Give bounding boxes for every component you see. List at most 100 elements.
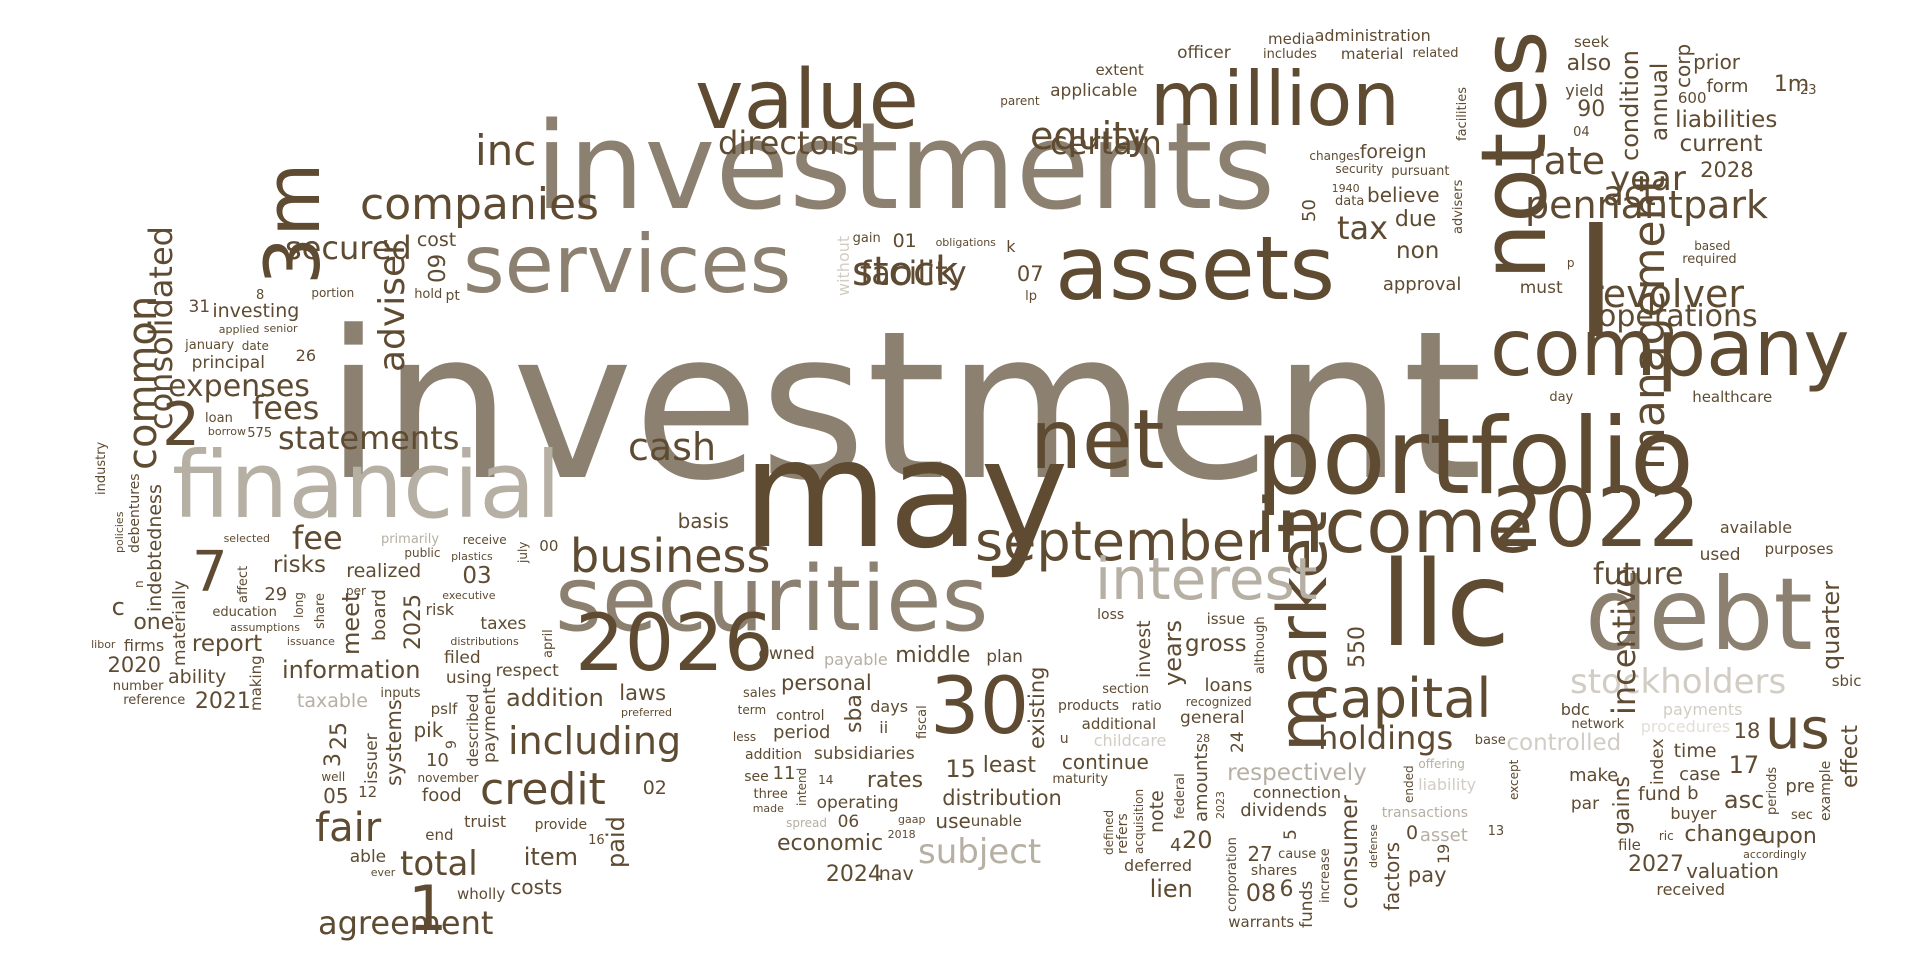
word-per: per — [346, 583, 366, 598]
word-received: received — [1656, 879, 1725, 899]
word-stock: stock — [852, 249, 959, 295]
word-consolidated: consolidated — [142, 226, 180, 430]
word-risks: risks — [272, 552, 326, 579]
word-interest: interest — [1095, 545, 1318, 613]
word-see: see — [744, 769, 769, 786]
word-credit: credit — [480, 764, 606, 815]
word-example: example — [1818, 760, 1835, 821]
word-accordingly: accordingly — [1743, 848, 1807, 862]
word-defense: defense — [1367, 824, 1381, 869]
word-additional: additional — [1081, 714, 1157, 733]
word-childcare: childcare — [1093, 730, 1167, 750]
word-company: company — [1490, 304, 1850, 394]
word-ended: ended — [1401, 765, 1416, 804]
word-board: board — [368, 589, 390, 642]
word-transactions: transactions — [1381, 805, 1469, 822]
word-90: 90 — [1577, 96, 1606, 122]
word-fund: fund — [1638, 783, 1681, 806]
word-09: 09 — [425, 253, 452, 284]
word-2021: 2021 — [194, 689, 251, 715]
word-owned: owned — [758, 644, 815, 665]
word-date: date — [241, 339, 269, 354]
word-9: 9 — [444, 739, 461, 749]
word-securities: securities — [555, 547, 989, 652]
word-available: available — [1719, 517, 1793, 537]
word-rates: rates — [866, 767, 924, 793]
word-spread: spread — [786, 815, 827, 830]
word-6: 6 — [1279, 877, 1294, 903]
word-number: number — [112, 679, 164, 695]
word-costs: costs — [510, 875, 563, 900]
word-addition: addition — [744, 747, 803, 764]
word-principal: principal — [191, 352, 265, 373]
word-pursuant: pursuant — [1391, 164, 1450, 180]
word-ii: ii — [879, 718, 889, 738]
word-portion: portion — [311, 285, 355, 300]
word-revolver: revolver — [1588, 272, 1744, 316]
word-three: three — [753, 786, 788, 802]
word-issue: issue — [1206, 610, 1246, 629]
word-applicable: applicable — [1050, 80, 1138, 101]
word-3: 3 — [320, 752, 346, 767]
word-facilities: facilities — [1455, 86, 1471, 141]
word-able: able — [349, 846, 387, 867]
word-2026: 2026 — [575, 599, 774, 689]
word-without: without — [833, 235, 853, 296]
word-industry: industry — [94, 441, 110, 496]
word-make: make — [1568, 765, 1619, 787]
word-years: years — [1158, 620, 1187, 687]
word-15: 15 — [945, 755, 976, 784]
word-bdc: bdc — [1560, 699, 1590, 719]
word-factors: factors — [1380, 842, 1405, 912]
word-controlled: controlled — [1506, 730, 1622, 757]
word-prior: prior — [1693, 50, 1741, 75]
word-filed: filed — [443, 647, 481, 668]
word-note: note — [1145, 790, 1168, 834]
word-05: 05 — [323, 783, 349, 808]
word-10: 10 — [425, 750, 449, 772]
word-7: 7 — [192, 540, 228, 605]
word-n: n — [131, 580, 146, 589]
word-procedures: procedures — [1640, 717, 1731, 737]
word-2028: 2028 — [1700, 157, 1754, 182]
word-statements: statements — [278, 419, 460, 457]
word-respect: respect — [495, 661, 559, 682]
word-addition: addition — [506, 684, 604, 713]
word-liabilities: liabilities — [1675, 107, 1778, 134]
word-total: total — [400, 844, 478, 884]
word-described: described — [464, 693, 483, 768]
word-non: non — [1396, 238, 1440, 265]
word-item: item — [523, 843, 578, 872]
word-pik: pik — [413, 717, 444, 742]
word-companies: companies — [360, 179, 599, 230]
word-issuance: issuance — [286, 634, 335, 648]
word-file: file — [1618, 835, 1641, 854]
word-basis: basis — [677, 509, 729, 534]
word-600: 600 — [1677, 88, 1707, 107]
word-fees: fees — [252, 389, 320, 427]
word-must: must — [1519, 278, 1563, 299]
word-expenses: expenses — [168, 369, 310, 404]
word-00: 00 — [539, 536, 559, 555]
word-income: income — [1255, 481, 1534, 570]
word-current: current — [1679, 130, 1763, 157]
word-index: index — [1648, 738, 1669, 785]
word-sbic: sbic — [1831, 671, 1862, 690]
word-required: required — [1682, 251, 1737, 267]
word-sba: sba — [841, 693, 867, 733]
word-administration: administration — [1314, 25, 1431, 45]
word-capital: capital — [1310, 667, 1492, 730]
word-17: 17 — [1728, 751, 1760, 780]
word-pennantpark: pennantpark — [1525, 183, 1768, 227]
word-k: k — [1006, 236, 1016, 256]
word-personal: personal — [780, 671, 872, 696]
word-0: 0 — [1405, 821, 1419, 844]
word-debentures: debentures — [127, 473, 144, 553]
word-base: base — [1474, 733, 1506, 749]
word-offering: offering — [1418, 757, 1465, 772]
word-day: day — [1549, 390, 1574, 406]
word-sec: sec — [1790, 807, 1813, 823]
word-respectively: respectively — [1227, 759, 1367, 786]
word-making: making — [247, 655, 266, 712]
